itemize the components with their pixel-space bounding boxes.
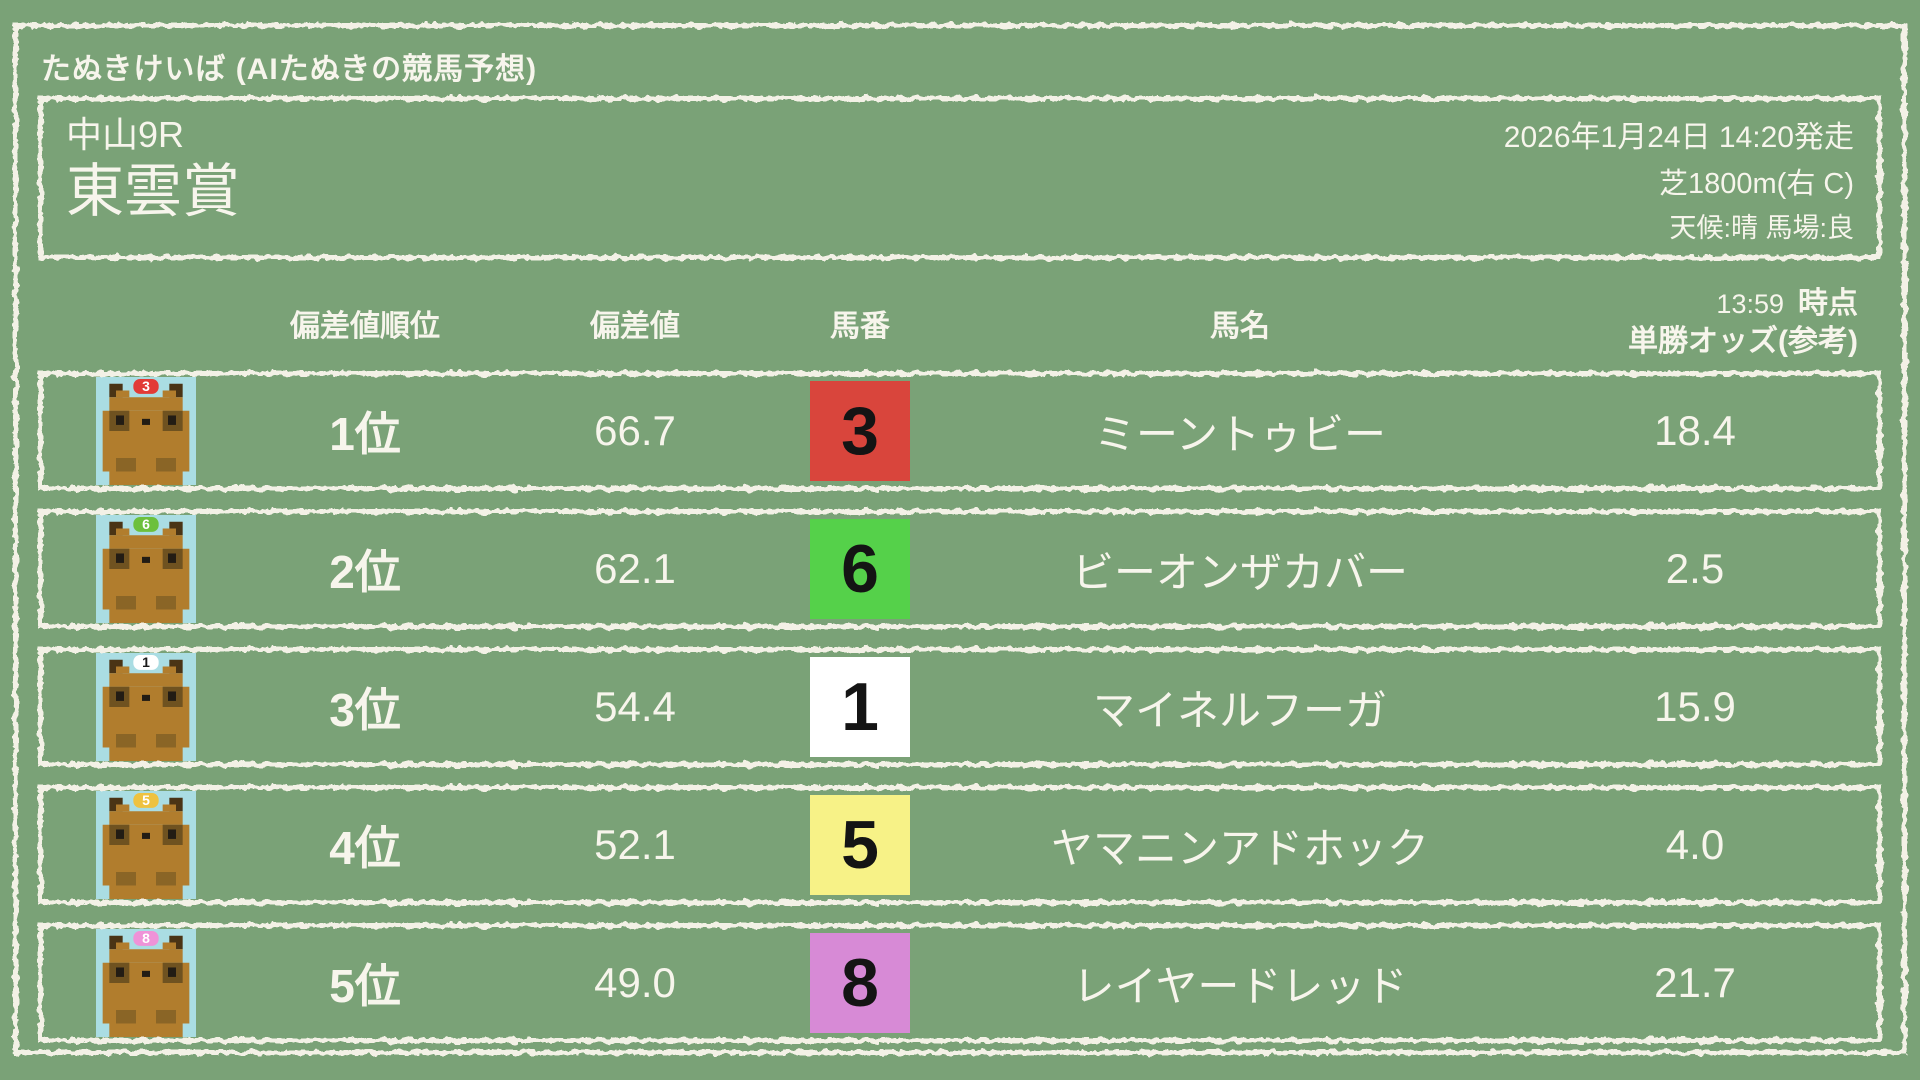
rank-cell: 3位 <box>329 684 401 736</box>
svg-text:6: 6 <box>142 516 150 532</box>
horse-number-badge: 8 <box>810 933 910 1033</box>
rank-cell: 4位 <box>329 822 401 874</box>
table-row: 8 5位 49.0 8 レイヤードレッド 21.7 <box>38 923 1882 1043</box>
svg-text:5: 5 <box>142 792 150 808</box>
site-title[interactable]: たぬきけいば (AIたぬきの競馬予想) <box>41 52 538 86</box>
svg-text:1: 1 <box>142 654 150 670</box>
odds-value: 4.0 <box>1665 821 1725 868</box>
header-odds: 13:59 時点 単勝オッズ(参考) <box>1628 285 1880 360</box>
horse-name: マイネルフーガ <box>1092 686 1387 734</box>
table-row: 1 3位 54.4 1 マイネルフーガ 15.9 <box>38 647 1882 767</box>
horse-name: ヤマニンアドホック <box>1050 824 1429 872</box>
tanuki-icon: 6 <box>96 515 196 623</box>
horse-number-badge: 5 <box>810 795 910 895</box>
tanuki-icon: 1 <box>96 653 196 761</box>
race-datetime: 2026年1月24日 14:20発走 <box>1503 121 1854 154</box>
header-number: 馬番 <box>830 309 890 343</box>
tanuki-avatar: 3 <box>40 377 220 485</box>
rank-cell: 5位 <box>329 960 401 1012</box>
score-cell: 52.1 <box>594 821 676 868</box>
race-name: 東雲賞 <box>66 159 241 224</box>
horse-name: ミーントゥビー <box>1094 410 1386 458</box>
tanuki-icon: 8 <box>96 929 196 1037</box>
header-score: 偏差値 <box>590 309 680 343</box>
race-track: 芝1800m(右 C) <box>1659 168 1854 200</box>
number-cell: 3 <box>760 381 960 481</box>
number-cell: 1 <box>760 657 960 757</box>
race-left: 中山9R 東雲賞 <box>66 112 240 248</box>
race-conditions: 天候:晴 馬場:良 <box>1669 213 1854 243</box>
horse-number-badge: 6 <box>810 519 910 619</box>
odds-value: 21.7 <box>1654 959 1736 1006</box>
svg-text:8: 8 <box>142 930 150 946</box>
horse-name: ビーオンザカバー <box>1071 548 1408 596</box>
tanuki-avatar: 8 <box>40 929 220 1037</box>
number-cell: 6 <box>760 519 960 619</box>
score-cell: 54.4 <box>594 683 676 730</box>
tanuki-icon: 5 <box>96 791 196 899</box>
tanuki-icon: 3 <box>96 377 196 485</box>
race-course-number: 中山9R <box>66 114 185 155</box>
rank-cell: 2位 <box>329 546 401 598</box>
svg-text:3: 3 <box>142 378 150 394</box>
header-odds-time: 13:59 <box>1716 289 1784 319</box>
table-row: 5 4位 52.1 5 ヤマニンアドホック 4.0 <box>38 785 1882 905</box>
number-cell: 8 <box>760 933 960 1033</box>
horse-number-badge: 3 <box>810 381 910 481</box>
score-cell: 62.1 <box>594 545 676 592</box>
tanuki-avatar: 1 <box>40 653 220 761</box>
odds-value: 18.4 <box>1654 407 1736 454</box>
horse-number-badge: 1 <box>810 657 910 757</box>
table-row: 3 1位 66.7 3 ミーントゥビー 18.4 <box>38 371 1882 491</box>
odds-value: 15.9 <box>1654 683 1736 730</box>
horse-name: レイヤードレッド <box>1072 962 1408 1010</box>
race-info-box: 中山9R 東雲賞 2026年1月24日 14:20発走 芝1800m(右 C) … <box>38 96 1882 260</box>
header-odds-timepoint: 時点 <box>1798 287 1858 320</box>
header-odds-label: 単勝オッズ(参考) <box>1628 324 1858 358</box>
race-right: 2026年1月24日 14:20発走 芝1800m(右 C) 天候:晴 馬場:良 <box>1504 112 1854 248</box>
header-horse: 馬名 <box>1210 309 1270 343</box>
score-cell: 66.7 <box>594 407 676 454</box>
rank-cell: 1位 <box>329 408 401 460</box>
table-header: 偏差値順位 偏差値 馬番 馬名 13:59 時点 単勝オッズ(参考) <box>40 258 1880 373</box>
odds-value: 2.5 <box>1665 545 1725 592</box>
score-cell: 49.0 <box>594 959 676 1006</box>
tanuki-avatar: 6 <box>40 515 220 623</box>
number-cell: 5 <box>760 795 960 895</box>
header-rank: 偏差値順位 <box>290 309 440 343</box>
tanuki-avatar: 5 <box>40 791 220 899</box>
table-row: 6 2位 62.1 6 ビーオンザカバー 2.5 <box>38 509 1882 629</box>
main-panel: たぬきけいば (AIたぬきの競馬予想) 中山9R 東雲賞 2026年1月24日 … <box>13 23 1907 1055</box>
